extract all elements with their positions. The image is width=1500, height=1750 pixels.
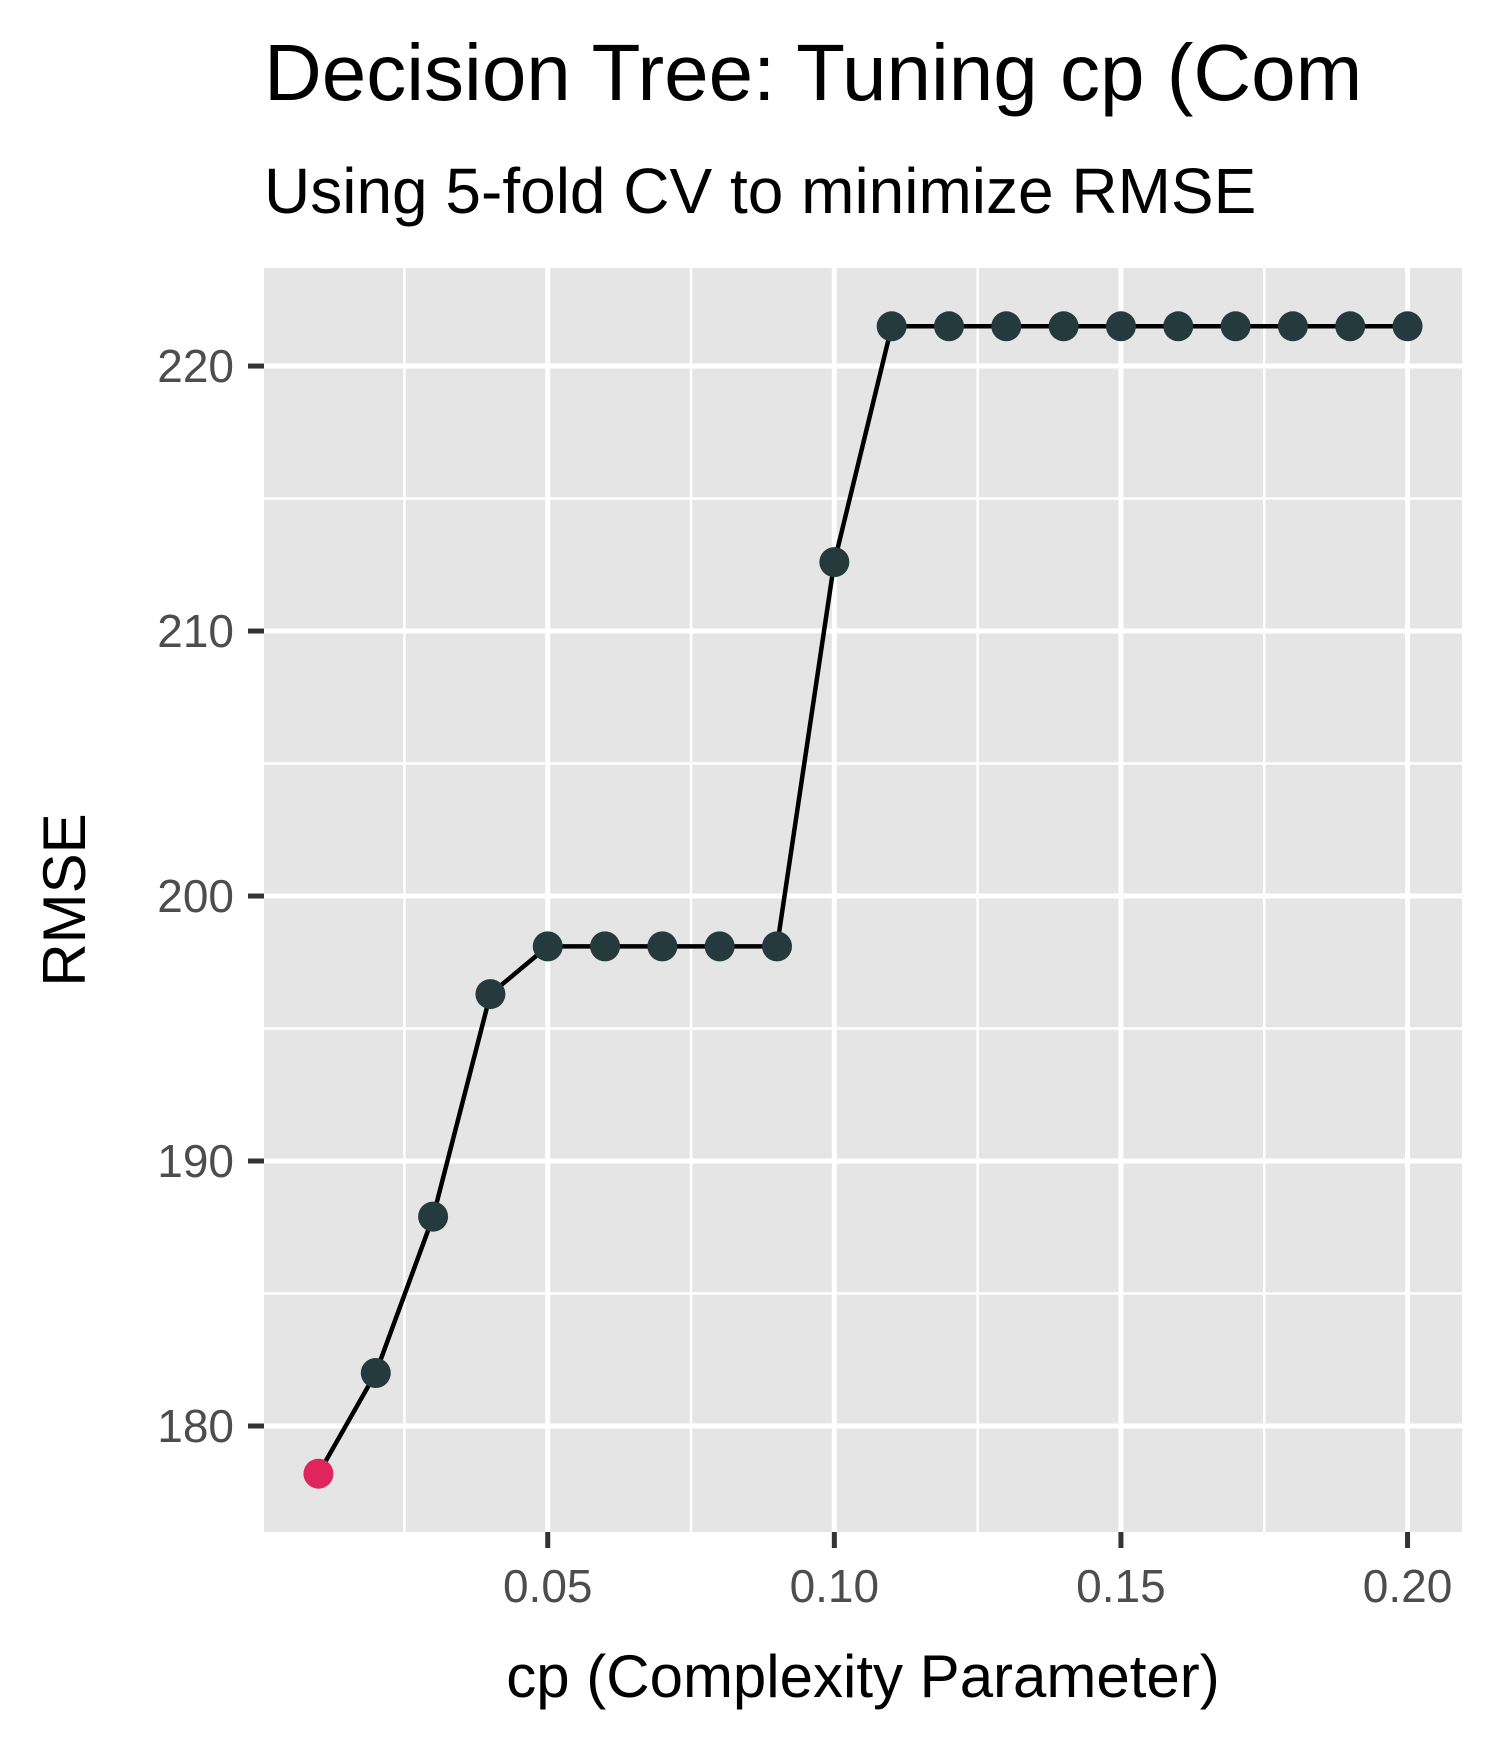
data-point [1105,311,1136,342]
data-point [1163,311,1194,342]
y-tick-label: 200 [157,870,234,922]
data-point [1392,311,1423,342]
x-tick-label: 0.05 [503,1560,593,1612]
y-tick-label: 220 [157,340,234,392]
y-axis: 180 190 200 210 220 [157,340,264,1452]
data-point [1277,311,1308,342]
x-tick-label: 0.20 [1363,1560,1453,1612]
minor-gridlines [264,268,1462,1532]
data-point [933,311,964,342]
data-point [1335,311,1366,342]
data-point [1048,311,1079,342]
y-axis-title: RMSE [31,813,98,986]
data-point [647,931,678,962]
major-gridlines [264,268,1462,1532]
data-point [360,1358,391,1389]
data-point [762,931,793,962]
x-axis: 0.05 0.10 0.15 0.20 [503,1532,1452,1612]
data-point [1220,311,1251,342]
rmse-points [303,311,1423,1489]
plot-panel [264,268,1462,1532]
data-point [991,311,1022,342]
data-point [876,311,907,342]
x-tick-label: 0.15 [1076,1560,1166,1612]
data-point [532,931,563,962]
y-tick-label: 190 [157,1135,234,1187]
data-point [590,931,621,962]
x-axis-title: cp (Complexity Parameter) [506,1643,1220,1710]
x-tick-label: 0.10 [790,1560,880,1612]
data-point [819,547,850,578]
y-tick-label: 210 [157,605,234,657]
data-point [475,979,506,1010]
chart-title: Decision Tree: Tuning cp (Com [264,28,1362,117]
data-point [704,931,735,962]
chart-subtitle: Using 5-fold CV to minimize RMSE [264,155,1256,227]
best-cp-point [303,1458,334,1489]
y-tick-label: 180 [157,1400,234,1452]
data-point [418,1201,449,1232]
